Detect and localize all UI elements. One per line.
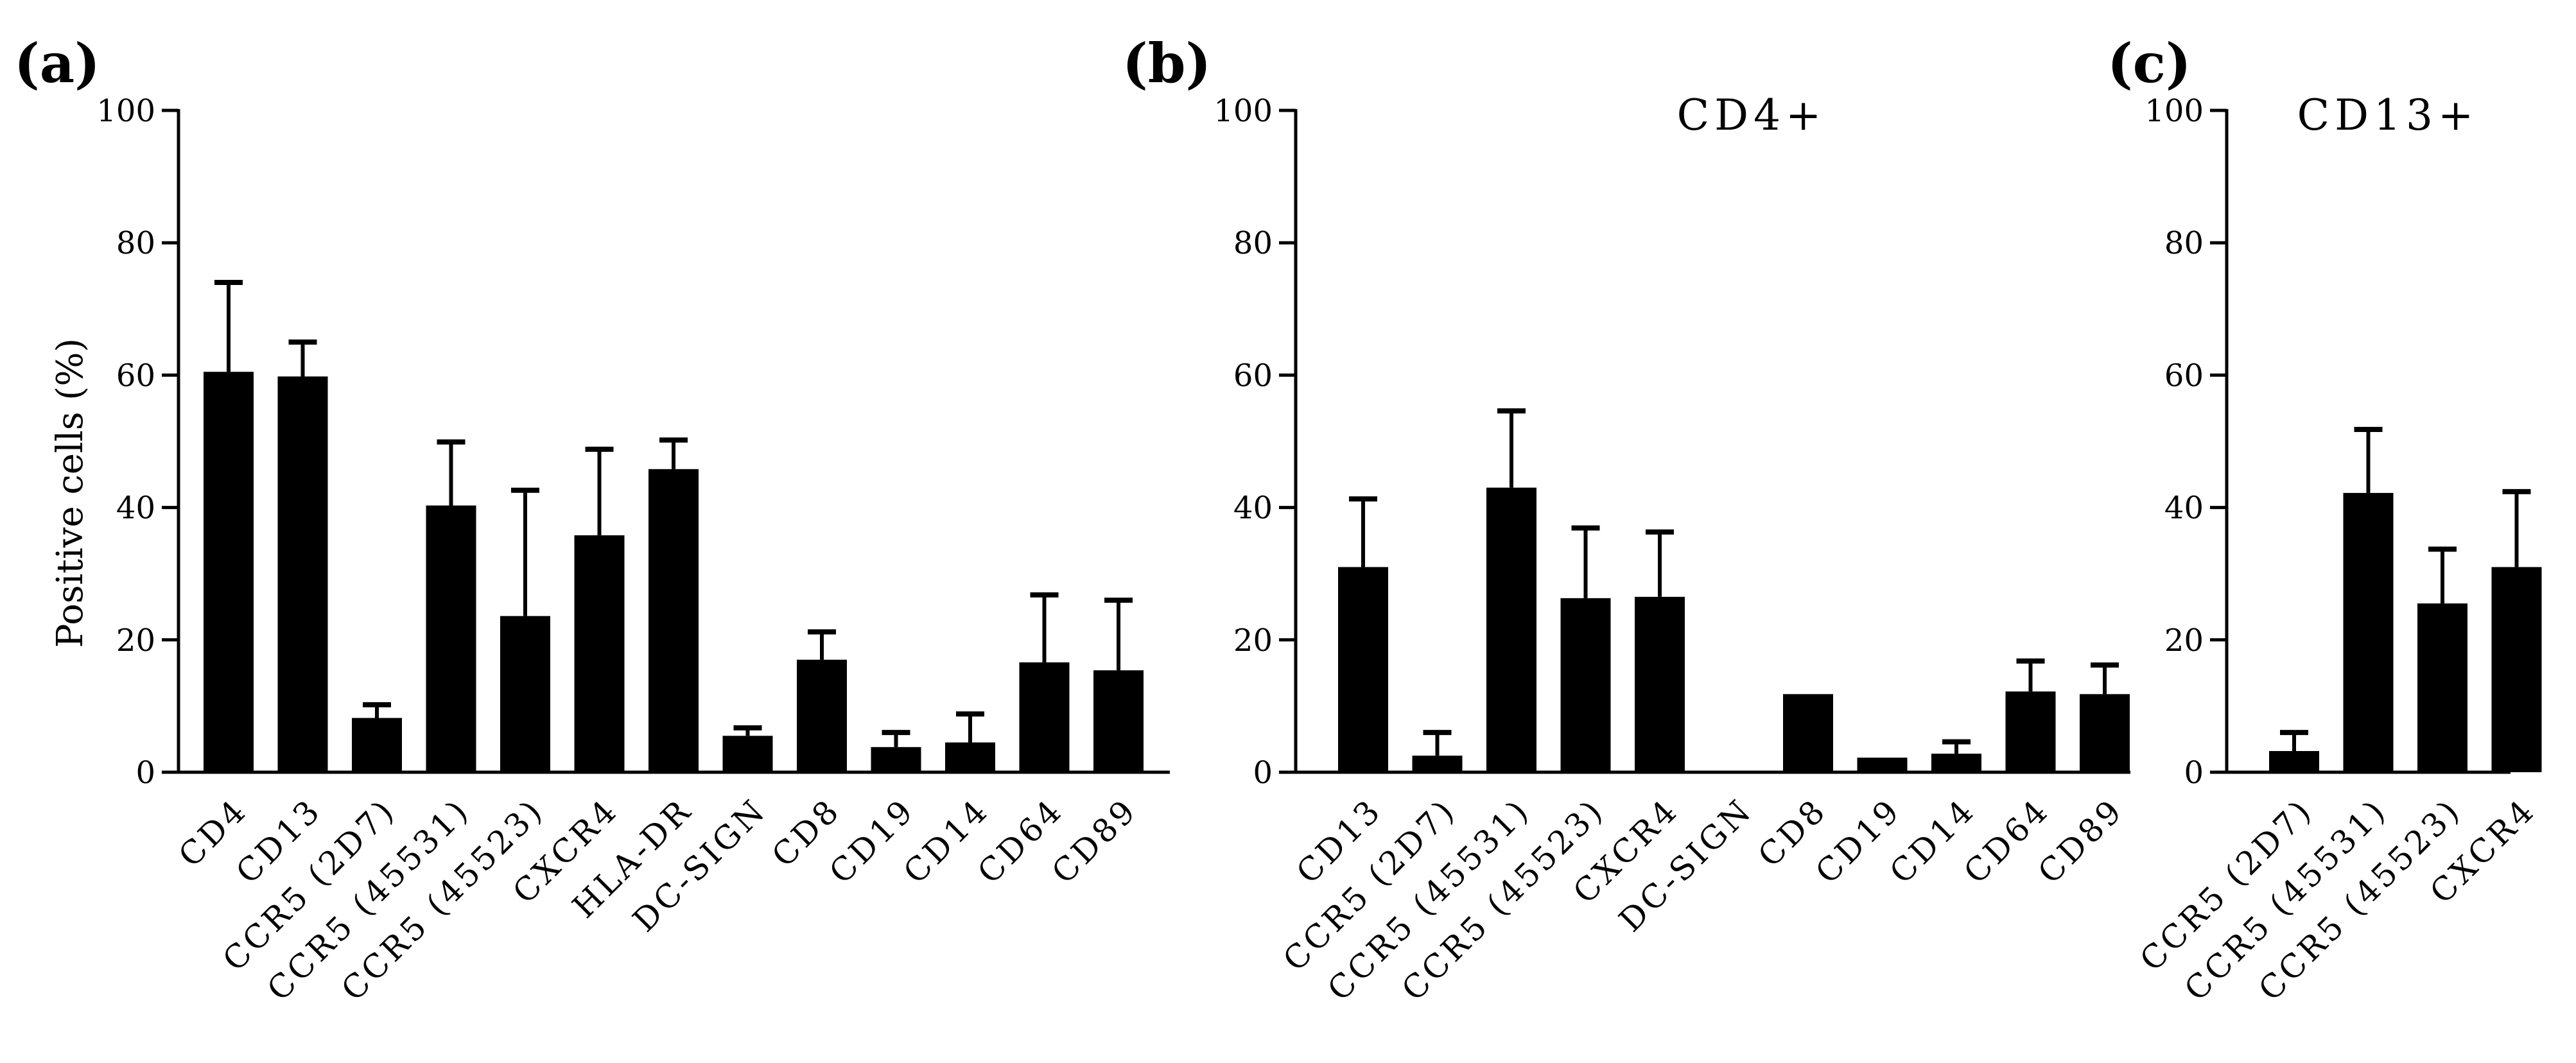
bar [1635, 596, 1685, 772]
bar [1486, 487, 1536, 772]
y-tick-label: 100 [1214, 93, 1273, 129]
panel-title: CD13+ [2297, 91, 2479, 140]
panel-letter: (c) [2107, 31, 2191, 95]
y-tick-label: 40 [1233, 490, 1273, 526]
bar [797, 659, 847, 772]
y-tick-label: 80 [116, 225, 155, 261]
y-tick-label: 60 [1233, 358, 1273, 393]
y-tick-label: 100 [2145, 93, 2204, 129]
bar [574, 535, 625, 772]
bar [722, 736, 773, 772]
bar [1560, 598, 1611, 772]
panel-title: CD4+ [1677, 91, 1827, 140]
y-tick-label: 100 [96, 93, 155, 129]
y-tick-label: 80 [1233, 225, 1273, 261]
bar [1019, 662, 1070, 772]
bar [277, 376, 328, 772]
bar [945, 742, 995, 772]
y-tick-label: 20 [2164, 623, 2204, 659]
bar [2417, 603, 2467, 772]
bar [352, 718, 402, 772]
panel-letter: (a) [14, 31, 100, 95]
y-axis-title: Positive cells (%) [49, 338, 91, 648]
y-tick-label: 80 [2164, 225, 2204, 261]
bar [1783, 694, 1833, 772]
bar [871, 747, 921, 772]
y-tick-label: 40 [116, 490, 155, 526]
y-tick-label: 40 [2164, 490, 2204, 526]
bar [1931, 754, 1981, 772]
x-tick-label: CD89 [2031, 791, 2131, 891]
bar [1338, 567, 1388, 772]
y-tick-label: 20 [116, 623, 155, 659]
bar [426, 505, 476, 772]
panel-letter: (b) [1122, 31, 1211, 95]
y-tick-label: 60 [2164, 358, 2204, 393]
bar [2343, 492, 2394, 772]
bar [2080, 694, 2130, 772]
bar [2491, 567, 2542, 772]
x-tick-label: CD89 [1045, 791, 1145, 891]
bar [1412, 756, 1463, 772]
bar [204, 372, 254, 772]
bar [1857, 757, 1908, 772]
bar [2269, 751, 2319, 772]
bar [2005, 691, 2056, 772]
bar [648, 469, 699, 772]
y-tick-label: 0 [135, 755, 155, 791]
y-tick-label: 20 [1233, 623, 1273, 659]
bar [500, 616, 550, 772]
y-tick-label: 0 [1253, 755, 1273, 791]
bar [1093, 670, 1144, 772]
y-tick-label: 60 [116, 358, 155, 393]
y-tick-label: 0 [2184, 755, 2204, 791]
